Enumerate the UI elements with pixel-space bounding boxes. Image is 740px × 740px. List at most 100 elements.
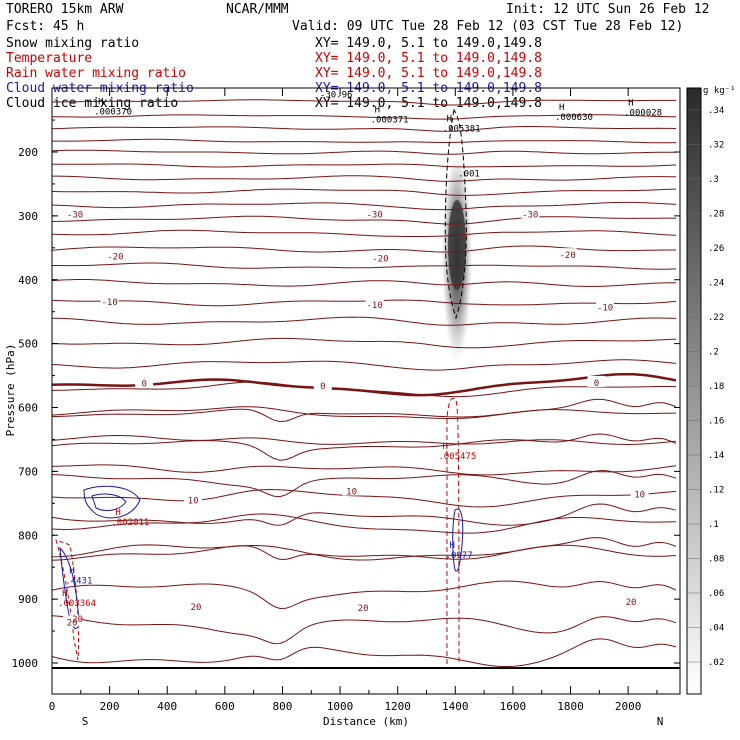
extremum-mark: H xyxy=(442,442,447,452)
isotherm-label-bg xyxy=(630,487,649,499)
isotherm-line xyxy=(52,149,676,155)
x-tick-label: 1800 xyxy=(557,700,584,713)
isotherm-label-bg xyxy=(106,249,125,261)
isotherm-label: 20 xyxy=(626,598,637,608)
isotherm-line xyxy=(52,279,677,287)
extremum-mark: H xyxy=(62,589,67,599)
extremum-mark: H xyxy=(447,114,452,124)
colorbar-tick-label: .04 xyxy=(708,624,724,634)
y-tick-label: 600 xyxy=(18,402,38,415)
isotherm-line xyxy=(52,406,677,419)
y-tick-label: 700 xyxy=(18,465,38,478)
colorbar-tick-label: .32 xyxy=(708,141,724,151)
extremum-mark: H xyxy=(559,103,564,113)
colorbar-tick-label: .12 xyxy=(708,486,724,496)
isotherm-line xyxy=(52,638,677,667)
isotherm-label-bg xyxy=(135,376,154,388)
isotherm-line xyxy=(52,434,677,446)
isotherm-line xyxy=(52,544,677,561)
isotherm-line xyxy=(52,469,677,498)
extremum-value: .002011 xyxy=(111,518,149,528)
isotherm-line xyxy=(52,163,677,168)
colorbar-tick-label: .28 xyxy=(708,210,724,220)
isotherm-label: -10 xyxy=(597,304,613,314)
x-tick-label: 0 xyxy=(49,700,56,713)
isotherm-line xyxy=(52,488,677,508)
y-tick-label: 300 xyxy=(18,210,38,223)
field-name: Rain water mixing ratio xyxy=(6,66,186,81)
isotherm-line xyxy=(52,215,677,225)
cloud-water-contour xyxy=(59,546,79,630)
isotherm-line xyxy=(52,126,677,132)
colorbar-tick-label: .24 xyxy=(708,279,724,289)
north-label: N xyxy=(657,715,664,728)
cloud-water-contour xyxy=(83,485,141,519)
isotherm-label: -10 xyxy=(101,298,117,308)
isotherm-label-bg xyxy=(365,207,384,219)
isotherm-label: -20 xyxy=(107,252,123,262)
field-xy: XY= 149.0, 5.1 to 149.0,149.8 xyxy=(315,51,542,66)
isotherm-label-bg xyxy=(63,615,82,627)
isotherm-label: -30 xyxy=(67,210,83,220)
extremum-mark: H xyxy=(69,567,74,577)
colorbar-tick-label: .1 xyxy=(708,520,719,530)
field-name: Cloud ice mixing ratio xyxy=(6,96,178,111)
extremum-value: .4431 xyxy=(65,577,92,587)
isotherm-label-bg xyxy=(622,595,641,607)
isotherm-zero-line xyxy=(52,372,677,397)
extremum-mark: H xyxy=(98,98,103,108)
south-label: S xyxy=(82,715,89,728)
init-time: Init: 12 UTC Sun 26 Feb 12 xyxy=(506,2,710,17)
isotherm-line xyxy=(52,99,676,106)
isotherm-line xyxy=(52,138,677,144)
isotherm-line xyxy=(52,337,677,349)
extremum-value: .000371 xyxy=(371,115,409,125)
isotherm-label: -20 xyxy=(560,251,576,261)
isotherm-label: -20 xyxy=(372,254,388,264)
colorbar-ticks: .02 .04 .06 .08 .1 .12 .14 .16 .18 .2 .22 .24 .26 .28… xyxy=(687,106,724,668)
contour-value-label: .001 xyxy=(458,169,480,179)
isotherm-line xyxy=(52,580,677,610)
isotherm-label: -30 xyxy=(367,210,383,220)
isotherm-line xyxy=(52,615,677,645)
isotherm-label-bg xyxy=(558,248,577,260)
isotherm-label-bg xyxy=(184,493,203,505)
isotherm-label: 20 xyxy=(358,604,369,614)
colorbar-tick-label: .26 xyxy=(708,244,724,254)
colorbar-tick-label: .02 xyxy=(708,658,724,668)
cloud-water-contour xyxy=(91,493,127,511)
y-tick-label: 500 xyxy=(18,338,38,351)
isotherm-line xyxy=(52,175,677,182)
isotherm-line xyxy=(52,188,677,196)
extremum-mark: H xyxy=(115,508,120,518)
contour-value-label: -30.96 xyxy=(320,91,353,101)
extremum-mark: H xyxy=(628,98,633,108)
contour-value-label: 20 xyxy=(72,615,83,625)
colorbar-tick-label: .16 xyxy=(708,417,724,427)
isotherm-label-bg xyxy=(521,207,540,219)
valid-time: Valid: 09 UTC Tue 28 Feb 12 (03 CST Tue … xyxy=(292,19,683,34)
x-tick-label: 1400 xyxy=(442,700,469,713)
y-axis-label: Pressure (hPa) xyxy=(4,344,17,437)
isotherm-label-bg xyxy=(365,298,384,310)
isotherm-label-bg xyxy=(587,375,606,387)
isotherm-label-bg xyxy=(313,379,332,391)
x-axis: 0 200 400 600 800 1000 1200 1400 1600 1800 2000 xyxy=(49,88,658,713)
isotherm-label: -30 xyxy=(522,210,538,220)
isotherm-label: 10 xyxy=(188,496,199,506)
extremum-value: .005475 xyxy=(438,452,476,462)
colorbar xyxy=(686,87,702,695)
isotherm-label: 0 xyxy=(320,382,325,392)
colorbar-tick-label: .08 xyxy=(708,555,724,565)
extremum-value: .000630 xyxy=(555,113,593,123)
center-title: NCAR/MMM xyxy=(226,2,289,17)
y-tick-label: 1000 xyxy=(12,657,39,670)
temperature-contours xyxy=(52,99,677,667)
colorbar-tick-label: .34 xyxy=(708,106,724,116)
x-tick-label: 2000 xyxy=(615,700,642,713)
hydrometeor-contours xyxy=(55,108,467,665)
isotherm-line xyxy=(52,433,677,461)
x-tick-label: 1600 xyxy=(500,700,527,713)
